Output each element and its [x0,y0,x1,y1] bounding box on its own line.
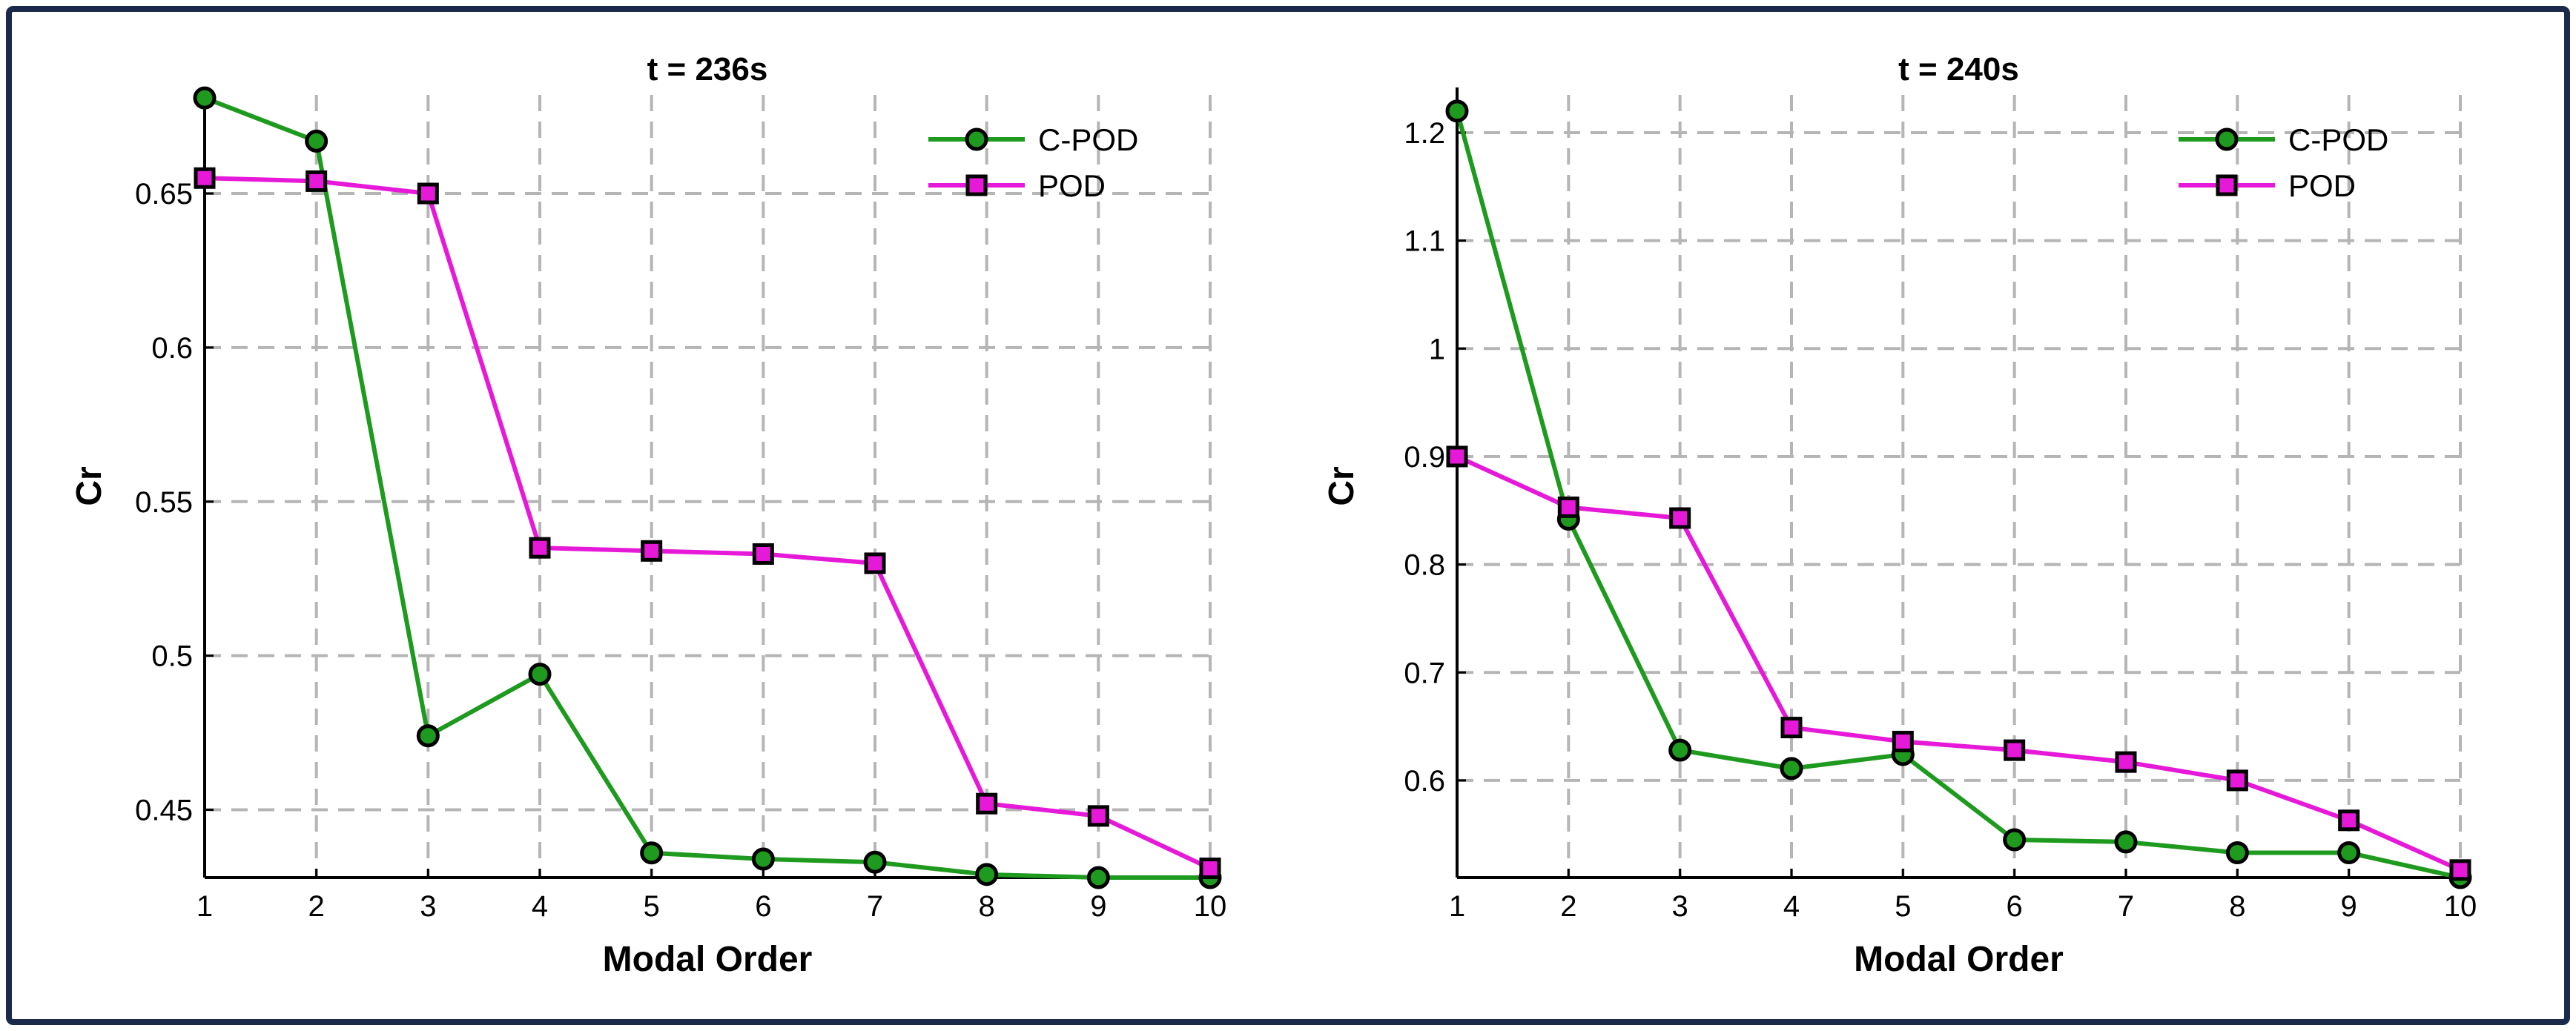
data-point-pod [1557,496,1579,518]
data-point-pod [1780,717,1803,739]
y-axis-label: Cr [1322,466,1361,505]
legend-marker-c-pod [2215,127,2239,151]
x-tick-label: 1 [1449,890,1465,923]
legend-label-c-pod: C-POD [2288,122,2388,157]
series-line-pod [1456,454,2462,872]
data-point-c-pod [863,850,887,874]
x-tick-label: 5 [1895,890,1911,923]
y-tick-label: 1 [1429,333,1445,365]
legend-marker-pod [2216,174,2238,196]
legend-marker-pod [965,174,988,196]
x-tick-label: 8 [2229,890,2245,923]
legend-label-pod: POD [2288,168,2356,203]
x-tick-label: 6 [755,890,771,923]
data-point-pod [2226,769,2248,792]
x-tick-label: 10 [1194,890,1227,923]
x-tick-label: 8 [979,890,995,923]
data-point-c-pod [751,847,775,871]
y-tick-label: 1.1 [1404,225,1445,258]
x-axis-label: Modal Order [1854,940,2064,979]
x-tick-label: 7 [867,890,883,923]
figure-border [6,6,2570,1025]
x-tick-label: 6 [2007,890,2023,923]
x-tick-label: 2 [308,890,325,923]
data-point-c-pod [2003,828,2027,852]
chart-t240: 1 2 3 4 5 6 7 8 9 10 0.6 0.7 0.8 0.9 1 1.1 1.2 t = 240s… [1322,51,2477,979]
y-tick-labels: 0.6 0.7 0.8 0.9 1 1.1 1.2 [1404,117,1445,798]
y-tick-label: 1.2 [1404,117,1445,150]
data-point-pod [194,167,216,189]
series-group [193,86,1222,889]
data-point-pod [641,540,663,562]
y-tick-label: 0.7 [1404,657,1445,689]
x-tick-label: 9 [2341,890,2357,923]
data-point-c-pod [193,86,217,110]
x-tick-label: 3 [420,890,436,923]
data-point-c-pod [975,863,999,886]
data-point-c-pod [2337,841,2361,864]
y-axis-label: Cr [70,466,109,505]
data-point-pod [2115,751,2137,773]
data-point-pod [2449,859,2471,881]
x-tick-label: 4 [532,890,548,923]
x-tick-label: 10 [2444,890,2477,923]
x-tick-label: 9 [1090,890,1106,923]
legend: C-POD POD [928,122,1138,203]
data-point-c-pod [2114,830,2138,854]
x-tick-label: 2 [1560,890,1576,923]
series-line-c-pod [203,96,1210,880]
data-point-pod [1199,858,1221,880]
data-point-c-pod [305,129,328,153]
data-point-c-pod [1668,738,1692,762]
legend-marker-c-pod [965,127,988,151]
y-tick-label: 0.9 [1404,441,1445,474]
x-tick-labels: 1 2 3 4 5 6 7 8 9 10 [1449,890,2477,923]
y-tick-label: 0.5 [151,640,193,673]
data-point-pod [1669,507,1691,529]
y-tick-label: 0.8 [1404,549,1445,582]
data-point-c-pod [1780,757,1803,780]
legend: C-POD POD [2179,122,2388,203]
series-line-pod [204,176,1212,871]
data-point-pod [1087,805,1109,827]
data-point-pod [1446,445,1468,468]
y-tick-label: 0.6 [1404,765,1445,798]
x-tick-label: 4 [1783,890,1800,923]
data-point-pod [306,170,328,192]
data-point-pod [2338,809,2360,832]
data-point-c-pod [1445,99,1469,123]
x-tick-label: 1 [196,890,213,923]
data-point-pod [2004,739,2026,761]
data-point-c-pod [416,724,440,748]
x-tick-label: 7 [2118,890,2134,923]
data-point-pod [417,182,439,205]
data-point-pod [529,537,551,559]
x-tick-label: 5 [644,890,660,923]
legend-label-pod: POD [1038,168,1106,203]
data-point-pod [976,792,998,815]
data-point-c-pod [640,841,664,865]
chart-title: t = 236s [647,51,768,87]
data-point-c-pod [2225,841,2249,864]
series-line-c-pod [1455,110,2461,880]
chart-t236: 1 2 3 4 5 6 7 8 9 10 0.450.50.550.60.65 t = 236s … [70,51,1226,979]
x-tick-label: 3 [1672,890,1688,923]
chart-title: t = 240s [1898,51,2019,87]
data-point-pod [1892,730,1914,752]
data-point-c-pod [1086,866,1110,889]
data-point-c-pod [528,663,552,686]
x-tick-labels: 1 2 3 4 5 6 7 8 9 10 [196,890,1226,923]
y-tick-label: 0.55 [135,486,193,519]
y-tick-label: 0.65 [135,178,193,210]
data-point-pod [752,543,774,565]
data-point-pod [864,552,886,574]
y-tick-label: 0.45 [135,795,193,827]
y-tick-labels: 0.45 0.5 0.55 0.6 0.65 [135,178,193,826]
x-axis-label: Modal Order [603,940,813,979]
legend-label-c-pod: C-POD [1038,122,1138,157]
y-tick-label: 0.6 [151,332,193,365]
series-group [1445,99,2472,889]
